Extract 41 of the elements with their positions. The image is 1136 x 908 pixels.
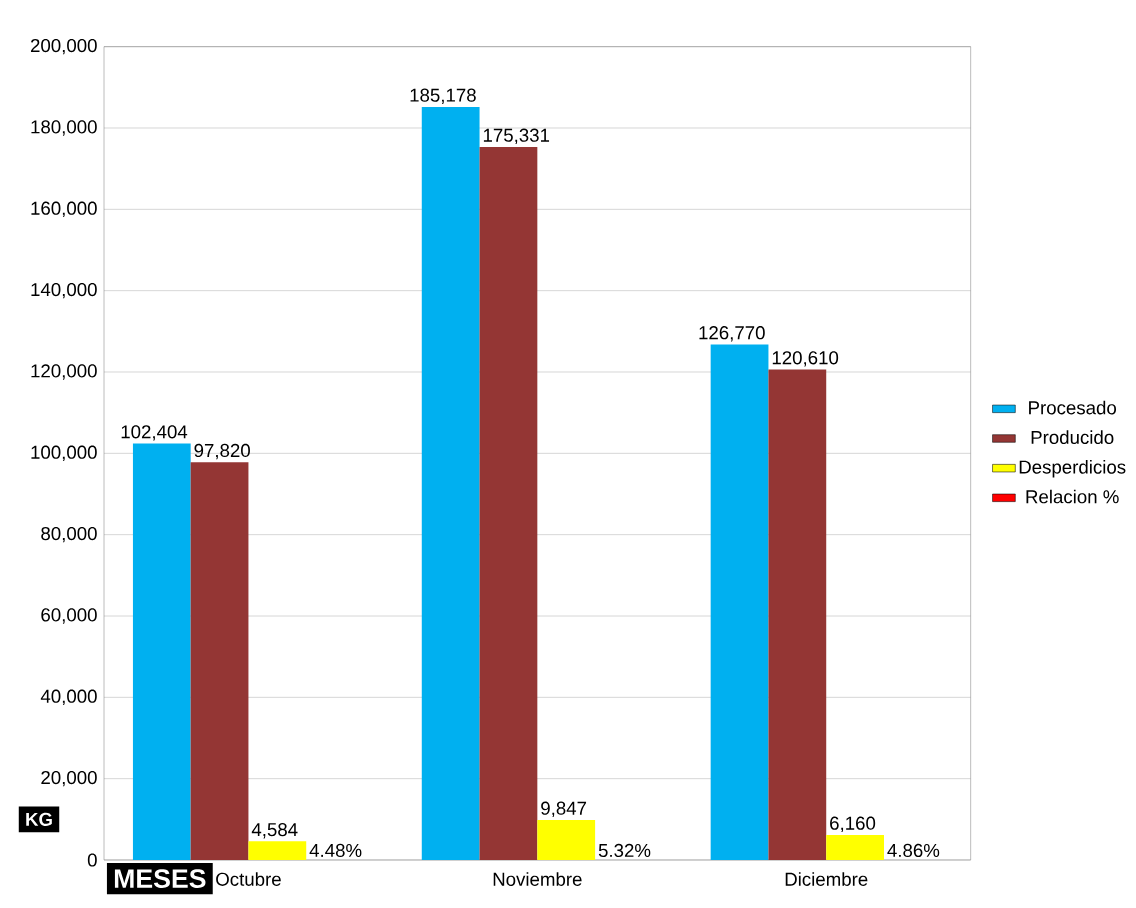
y-tick-label: 140,000 <box>31 282 97 299</box>
data-label: 4,584 <box>251 822 298 839</box>
legend-label: Relacion % <box>1026 489 1119 504</box>
x-axis-title: MESES <box>114 869 206 889</box>
data-label: 185,178 <box>410 88 476 104</box>
bar <box>537 819 596 860</box>
y-tick-label: 0 <box>87 853 97 867</box>
data-label: 5.32% <box>598 843 651 858</box>
y-tick-label: 160,000 <box>31 201 97 218</box>
data-label: 175,331 <box>483 128 550 145</box>
y-tick-label: 120,000 <box>31 364 97 380</box>
x-tick-label: Noviembre <box>493 872 582 886</box>
data-label: 97,820 <box>194 443 250 460</box>
y-tick-label: 200,000 <box>30 38 97 55</box>
data-label: 126,770 <box>699 326 765 342</box>
bar <box>248 841 307 860</box>
x-tick-label: Diciembre <box>785 872 868 886</box>
data-label: 4.48% <box>309 843 362 858</box>
bar <box>132 443 191 860</box>
legend-label: Producido <box>1031 430 1114 445</box>
data-label: 102,404 <box>121 425 188 441</box>
y-axis-title: KG <box>26 812 52 826</box>
bar <box>826 834 884 860</box>
data-label: 4.86% <box>887 843 940 858</box>
bar <box>479 146 538 860</box>
y-tick-label: 40,000 <box>40 689 97 706</box>
legend-label: Procesado <box>1029 400 1117 415</box>
data-label: 120,610 <box>772 351 839 367</box>
data-label: 6,160 <box>830 816 876 833</box>
bar <box>768 369 827 860</box>
y-tick-label: 20,000 <box>41 770 97 787</box>
x-tick-label: Octubre <box>216 872 281 886</box>
bar <box>710 344 769 860</box>
data-label: 9,847 <box>541 801 587 818</box>
legend-label: Desperdicios <box>1019 460 1126 478</box>
y-tick-label: 60,000 <box>41 608 97 624</box>
bar <box>421 106 480 860</box>
y-tick-label: 80,000 <box>41 526 97 543</box>
y-tick-label: 180,000 <box>31 120 97 136</box>
bar <box>190 462 249 860</box>
y-tick-label: 100,000 <box>31 445 97 462</box>
